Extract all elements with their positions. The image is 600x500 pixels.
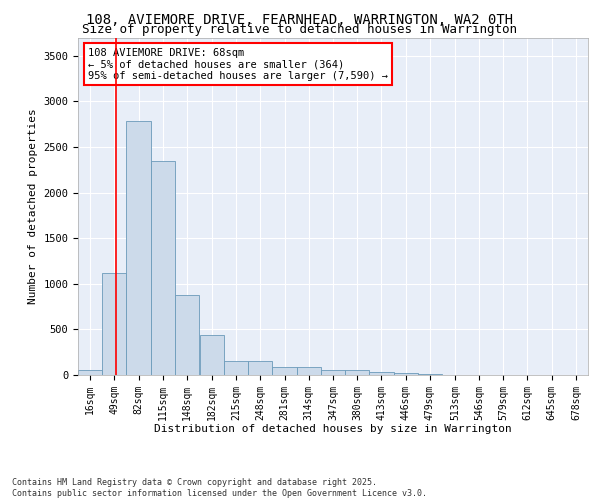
Bar [102, 273, 127, 375]
Bar [78, 370, 102, 375]
Text: Size of property relative to detached houses in Warrington: Size of property relative to detached ho… [83, 22, 517, 36]
Bar [418, 374, 442, 375]
Bar [200, 335, 224, 375]
Text: 108 AVIEMORE DRIVE: 68sqm
← 5% of detached houses are smaller (364)
95% of semi-: 108 AVIEMORE DRIVE: 68sqm ← 5% of detach… [88, 48, 388, 81]
Bar [248, 361, 272, 375]
Bar [394, 373, 418, 375]
Bar [127, 122, 151, 375]
Text: 108, AVIEMORE DRIVE, FEARNHEAD, WARRINGTON, WA2 0TH: 108, AVIEMORE DRIVE, FEARNHEAD, WARRINGT… [86, 12, 514, 26]
Bar [296, 367, 321, 375]
Bar [321, 370, 345, 375]
Y-axis label: Number of detached properties: Number of detached properties [28, 108, 38, 304]
Bar [175, 294, 199, 375]
Bar [370, 372, 394, 375]
Bar [345, 370, 370, 375]
Bar [151, 160, 175, 375]
Bar [272, 367, 296, 375]
Bar [224, 361, 248, 375]
X-axis label: Distribution of detached houses by size in Warrington: Distribution of detached houses by size … [154, 424, 512, 434]
Text: Contains HM Land Registry data © Crown copyright and database right 2025.
Contai: Contains HM Land Registry data © Crown c… [12, 478, 427, 498]
